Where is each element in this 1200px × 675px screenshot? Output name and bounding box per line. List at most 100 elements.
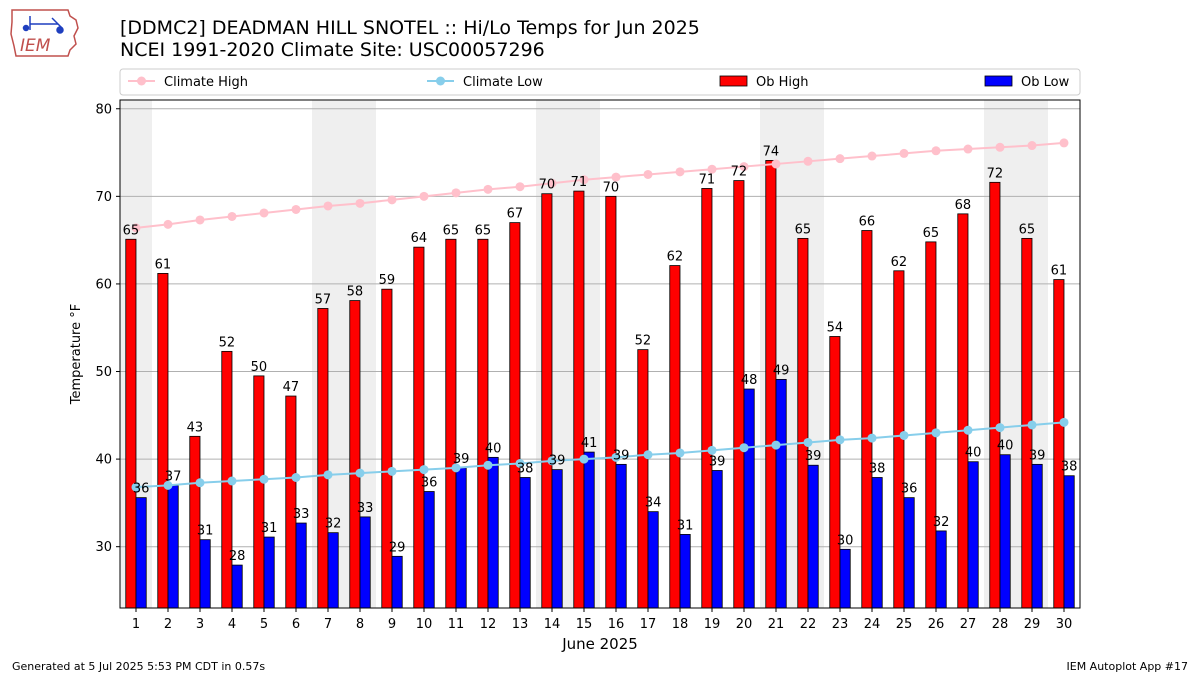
climate-low-point: [227, 476, 237, 486]
x-tick-label: 16: [608, 617, 625, 632]
ob-low-label: 39: [805, 449, 822, 464]
climate-high-point: [419, 191, 429, 201]
ob-low-label: 31: [677, 518, 694, 533]
x-tick-label: 10: [416, 617, 433, 632]
ob-high-label: 65: [795, 222, 812, 237]
ob-low-bar: [135, 497, 147, 609]
ob-high-label: 72: [731, 165, 748, 180]
ob-low-bar: [231, 564, 243, 609]
ob-low-label: 41: [581, 436, 598, 451]
climate-high-line: [135, 141, 1065, 229]
climate-low-point: [995, 423, 1005, 433]
climate-high-point: [835, 154, 845, 164]
ob-high-label: 61: [155, 257, 172, 272]
climate-high-point: [931, 146, 941, 156]
legend-ob-high: Ob High: [719, 75, 809, 90]
climate-low-point: [483, 460, 493, 470]
ob-low-label: 32: [933, 515, 950, 530]
climate-high-point: [291, 204, 301, 214]
ob-high-label: 65: [1019, 222, 1036, 237]
ob-low-label: 30: [837, 533, 854, 548]
ob-low-bar: [903, 497, 915, 609]
climate-low-point: [259, 474, 269, 484]
ob-high-bar: [605, 195, 617, 609]
ob-high-bar: [349, 300, 361, 609]
climate-lines: [131, 138, 1069, 492]
climate-high-point: [259, 208, 269, 218]
chart-title: [DDMC2] DEADMAN HILL SNOTEL :: Hi/Lo Tem…: [120, 17, 700, 39]
ob-low-label: 31: [197, 524, 214, 539]
ob-high-label: 47: [283, 380, 300, 395]
y-tick-label: 60: [95, 277, 112, 292]
logo-text: IEM: [20, 36, 51, 56]
climate-low-point: [579, 454, 589, 464]
climate-high-point: [131, 223, 141, 233]
ob-high-label: 72: [987, 166, 1004, 181]
ob-low-label: 37: [165, 469, 182, 484]
bar-labels: 65 36 61 37 43 31 52 28 50 31 47 33 57 32 58 33 59 29 64 36…: [123, 144, 1078, 564]
ob-high-bar: [989, 181, 1001, 609]
legend-marker: [137, 76, 146, 86]
climate-low-point: [675, 448, 685, 458]
ob-high-bar: [925, 241, 937, 609]
ob-high-label: 59: [379, 273, 396, 288]
ob-low-bar: [999, 454, 1011, 609]
climate-low-point: [323, 470, 333, 480]
ob-high-label: 50: [251, 360, 268, 375]
ob-high-bar: [861, 230, 873, 609]
ob-low-label: 39: [453, 452, 470, 467]
ob-low-bar: [167, 484, 179, 609]
climate-high-point: [515, 182, 525, 192]
ob-high-label: 70: [539, 178, 556, 193]
ob-high-bar: [285, 395, 297, 609]
x-tick-label: 13: [512, 617, 529, 632]
ob-high-bar: [829, 336, 841, 609]
climate-high-point: [547, 178, 557, 188]
climate-low-point: [291, 472, 301, 482]
ob-high-bar: [957, 213, 969, 609]
climate-high-point: [611, 172, 621, 182]
ob-high-bar: [765, 160, 777, 609]
climate-high-point: [483, 184, 493, 194]
y-tick-label: 40: [95, 453, 112, 468]
legend: Climate High Climate Low Ob High Ob Low: [119, 68, 1081, 96]
ob-high-label: 65: [123, 223, 140, 238]
ob-low-bar: [647, 511, 659, 609]
climate-low-point: [867, 433, 877, 443]
ob-low-bar: [455, 467, 467, 609]
y-tick-label: 50: [95, 365, 112, 380]
x-tick-label: 29: [1024, 617, 1041, 632]
ob-high-bar: [509, 222, 521, 609]
legend-label: Ob Low: [1021, 75, 1070, 90]
ob-low-bar: [263, 536, 275, 609]
ob-high-bar: [701, 188, 713, 609]
ob-high-label: 52: [635, 334, 652, 349]
ob-high-label: 54: [827, 320, 844, 335]
climate-low-point: [899, 430, 909, 440]
ob-low-bar: [423, 491, 435, 609]
climate-low-point: [387, 466, 397, 476]
chart-subtitle: NCEI 1991-2020 Climate Site: USC00057296: [120, 39, 545, 61]
x-tick-label: 1: [132, 617, 140, 632]
x-tick-label: 19: [704, 617, 721, 632]
climate-low-point: [355, 468, 365, 478]
ob-low-label: 39: [1029, 448, 1046, 463]
ob-low-bar: [615, 463, 627, 609]
x-tick-label: 6: [292, 617, 300, 632]
ob-high-label: 70: [603, 180, 620, 195]
climate-high-point: [867, 151, 877, 161]
ob-high-label: 65: [475, 223, 492, 238]
ob-high-bar: [1053, 279, 1065, 609]
ob-high-label: 66: [859, 215, 876, 230]
ob-low-label: 40: [485, 441, 502, 456]
x-tick-label: 12: [480, 617, 497, 632]
ob-low-label: 31: [261, 521, 278, 536]
ob-high-label: 62: [667, 250, 684, 265]
ob-high-label: 67: [507, 207, 524, 222]
ob-low-label: 38: [1061, 460, 1078, 475]
legend-climate-high: Climate High: [128, 75, 248, 90]
ob-high-label: 68: [955, 198, 972, 213]
climate-high-point: [771, 159, 781, 169]
ob-high-label: 74: [763, 144, 780, 159]
